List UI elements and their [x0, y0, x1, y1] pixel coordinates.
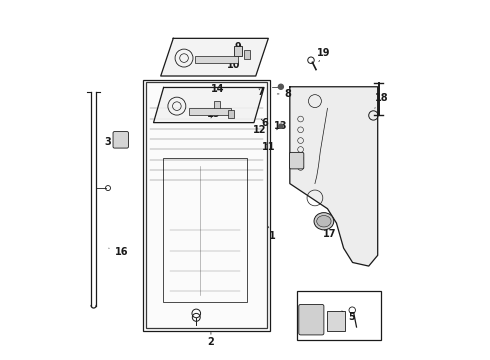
Text: 19: 19: [317, 48, 331, 62]
Polygon shape: [290, 87, 378, 266]
Text: 17: 17: [322, 225, 336, 239]
Text: 3: 3: [105, 137, 118, 147]
Bar: [163, 158, 247, 302]
Text: 11: 11: [262, 141, 275, 152]
Polygon shape: [153, 87, 264, 123]
Bar: [327, 311, 344, 330]
FancyBboxPatch shape: [290, 152, 304, 169]
Text: 12: 12: [252, 125, 266, 135]
Text: 15: 15: [207, 109, 220, 119]
Bar: [297, 291, 381, 339]
Ellipse shape: [317, 216, 331, 227]
Bar: [228, 110, 234, 118]
Bar: [190, 108, 231, 116]
Text: 6: 6: [261, 118, 268, 128]
Text: 16: 16: [109, 247, 128, 257]
Text: 7: 7: [258, 87, 265, 97]
FancyBboxPatch shape: [113, 132, 128, 148]
FancyBboxPatch shape: [299, 305, 324, 335]
Text: 10: 10: [227, 60, 240, 70]
Bar: [214, 101, 220, 110]
Text: 4: 4: [295, 157, 302, 167]
Circle shape: [278, 84, 283, 89]
Text: 13: 13: [274, 121, 288, 131]
Text: 9: 9: [234, 42, 241, 51]
Bar: [146, 82, 267, 328]
Text: 2: 2: [208, 332, 214, 347]
Text: 1: 1: [269, 226, 275, 240]
Circle shape: [279, 124, 283, 129]
Bar: [234, 45, 242, 56]
Text: 14: 14: [211, 84, 225, 94]
Bar: [245, 50, 250, 59]
Text: 5: 5: [342, 311, 355, 322]
Bar: [143, 80, 270, 330]
Bar: [195, 55, 238, 63]
Text: 8: 8: [277, 89, 292, 99]
Bar: [145, 81, 269, 329]
Ellipse shape: [314, 213, 334, 230]
Polygon shape: [161, 39, 269, 76]
Text: 18: 18: [374, 93, 388, 108]
